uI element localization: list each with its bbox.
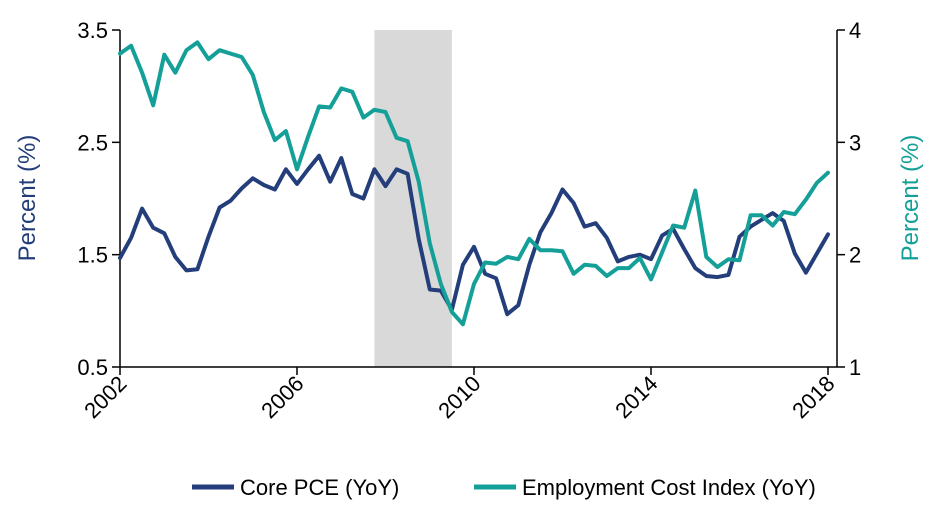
legend-label-core-pce: Core PCE (YoY) [240, 475, 399, 500]
x-tick-label: 2010 [433, 371, 485, 423]
x-tick-label: 2018 [787, 371, 839, 423]
right-tick-label: 1 [849, 355, 861, 380]
right-tick-label: 2 [849, 243, 861, 268]
x-tick-label: 2006 [256, 371, 308, 423]
x-tick-label: 2014 [610, 371, 662, 423]
right-tick-label: 4 [849, 18, 861, 43]
left-tick-label: 1.5 [77, 243, 108, 268]
series-line-core-pce [118, 153, 830, 317]
left-tick-label: 2.5 [77, 130, 108, 155]
left-axis-title: Percent (%) [14, 135, 41, 262]
legend: Core PCE (YoY) Employment Cost Index (Yo… [192, 475, 816, 500]
series-line-employment-cost-index [118, 40, 830, 327]
right-axis-title: Percent (%) [897, 135, 924, 262]
series-lines [118, 40, 830, 327]
legend-label-employment-cost-index: Employment Cost Index (YoY) [522, 475, 816, 500]
axes [112, 29, 845, 375]
left-tick-label: 0.5 [77, 355, 108, 380]
right-tick-label: 3 [849, 130, 861, 155]
left-tick-label: 3.5 [77, 18, 108, 43]
